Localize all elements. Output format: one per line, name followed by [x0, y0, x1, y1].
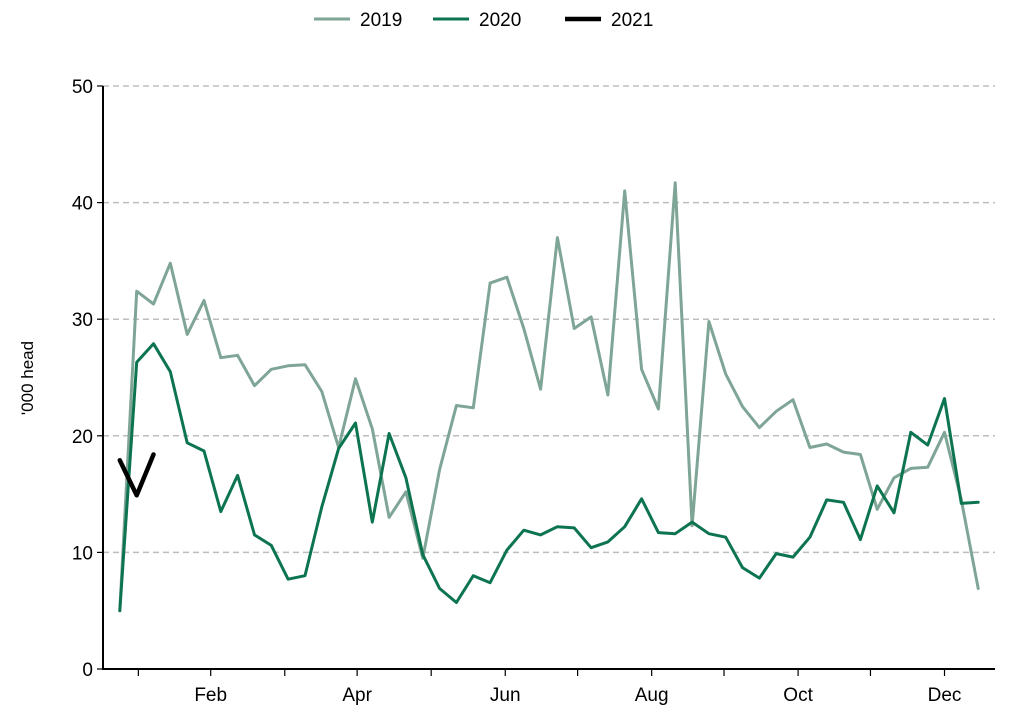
- x-tick-label-aug: Aug: [635, 685, 669, 706]
- x-tick-label-apr: Apr: [342, 685, 372, 706]
- y-tick-label-0: 0: [82, 660, 93, 681]
- x-tick-label-jun: Jun: [490, 685, 521, 706]
- y-axis: 0 10 20 30 40 50: [72, 77, 104, 681]
- legend-label-2021: 2021: [611, 10, 653, 31]
- y-tick-label-40: 40: [72, 194, 93, 215]
- x-tick-label-oct: Oct: [783, 685, 813, 706]
- y-tick-label-30: 30: [72, 310, 93, 331]
- legend-label-2020: 2020: [479, 10, 521, 31]
- y-tick-label-50: 50: [72, 77, 93, 98]
- x-axis: Feb Apr Jun Aug Oct Dec: [102, 668, 995, 706]
- y-tick-label-20: 20: [72, 427, 93, 448]
- series-lines: [117, 181, 980, 613]
- x-tick-label-feb: Feb: [194, 685, 227, 706]
- legend: 2019 2020 2021: [314, 10, 653, 31]
- series-line-2021: [117, 452, 156, 498]
- series-line-2020: [118, 342, 980, 613]
- legend-label-2019: 2019: [360, 10, 402, 31]
- y-axis-title: '000 head: [18, 341, 37, 415]
- series-line-2019: [118, 181, 980, 613]
- x-tick-label-dec: Dec: [928, 685, 962, 706]
- y-tick-label-10: 10: [72, 543, 93, 564]
